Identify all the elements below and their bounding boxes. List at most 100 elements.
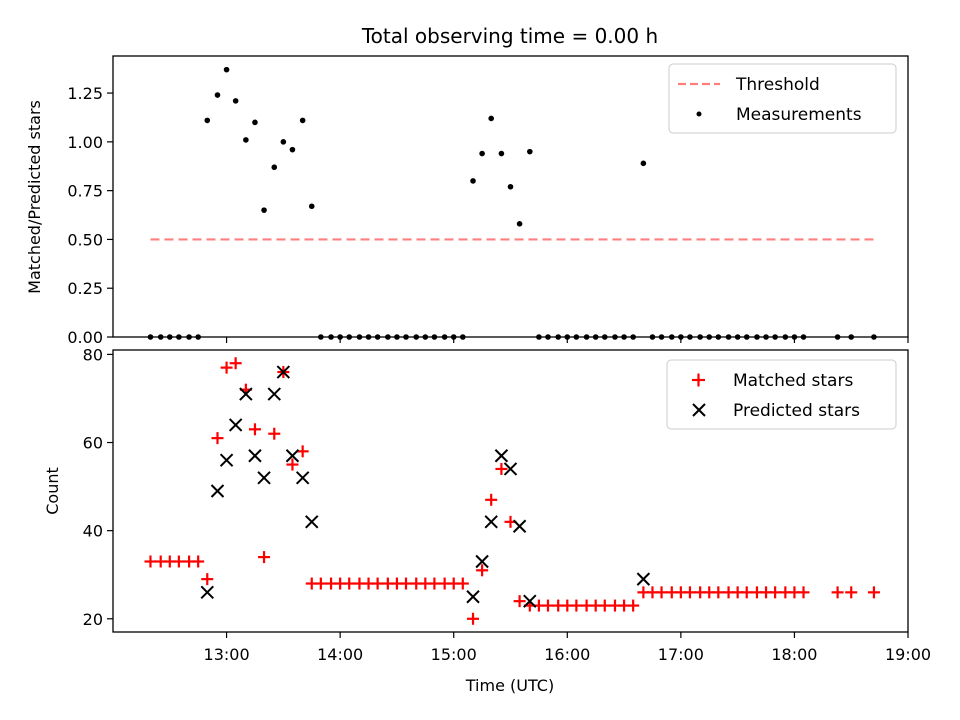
measurement-point	[754, 334, 760, 340]
top-legend: Threshold Measurements	[668, 63, 897, 134]
predicted-star-point	[484, 515, 498, 529]
bottom-xtick-label: 17:00	[658, 645, 704, 664]
measurement-point	[186, 334, 192, 340]
matched-star-point	[314, 577, 327, 590]
bottom-ylabel: Count	[43, 467, 62, 515]
measurement-point	[356, 334, 363, 340]
measurement-point	[583, 334, 590, 340]
predicted-star-point	[466, 590, 480, 604]
matched-star-point	[867, 586, 880, 599]
legend-predicted-label: Predicted stars	[733, 401, 860, 421]
measurement-point	[564, 334, 571, 340]
legend-matched-label: Matched stars	[733, 371, 853, 391]
matched-star-point	[476, 564, 489, 577]
measurement-point	[706, 334, 713, 340]
matched-star-point	[258, 551, 271, 564]
measurement-point	[678, 334, 684, 340]
measurement-point	[725, 334, 732, 340]
bottom-ytick-label: 20	[83, 610, 103, 629]
measurement-point	[394, 334, 400, 340]
matched-star-point	[740, 586, 753, 599]
legend-measurements-marker	[696, 111, 702, 117]
measurement-point	[743, 334, 750, 340]
measurement-point	[431, 334, 438, 340]
measurement-point	[697, 334, 703, 340]
measurement-point	[346, 334, 353, 340]
predicted-star-point	[210, 484, 225, 498]
measurement-point	[261, 207, 267, 213]
predicted-star-point	[475, 554, 489, 569]
matched-star-point	[428, 577, 441, 590]
measurement-point	[630, 334, 636, 340]
predicted-star-point	[276, 365, 291, 379]
top-plot-frame	[112, 55, 909, 338]
matched-star-point	[797, 586, 810, 599]
predicted-star-point	[636, 572, 651, 586]
matched-star-point	[220, 361, 233, 374]
measurement-point	[573, 334, 580, 340]
measurement-point	[640, 160, 647, 167]
measurement-point	[601, 334, 608, 340]
matched-star-point	[248, 423, 261, 436]
bottom-legend-box	[666, 359, 897, 430]
measurement-point	[214, 92, 221, 98]
measurement-point	[413, 334, 420, 340]
matched-star-point	[192, 555, 205, 568]
matched-star-point	[144, 555, 157, 568]
measurement-point	[460, 334, 466, 340]
matched-star-point	[286, 458, 299, 471]
predicted-star-point	[512, 519, 527, 533]
measurement-point	[592, 334, 599, 340]
matched-star-point	[845, 586, 858, 599]
predicted-star-point	[523, 594, 537, 608]
measurement-point	[365, 334, 372, 340]
top-ytick-label: 0.50	[67, 230, 103, 249]
measurement-point	[204, 117, 211, 124]
bottom-legend: Matched stars Predicted stars	[666, 359, 897, 430]
measurement-point	[271, 164, 278, 171]
measurement-point	[621, 334, 627, 340]
chart-title: Total observing time = 0.00 h	[361, 24, 658, 48]
measurement-point	[488, 115, 494, 122]
measurement-point	[668, 334, 675, 340]
measurement-point	[734, 334, 741, 340]
measurement-point	[498, 150, 505, 157]
predicted-star-point	[494, 449, 509, 463]
legend-predicted-marker	[692, 403, 706, 417]
measurement-point	[318, 334, 324, 340]
matched-star-point	[570, 599, 583, 612]
matched-star-point	[467, 612, 480, 625]
measurement-point	[834, 334, 841, 340]
measurement-point	[479, 150, 485, 157]
matched-star-point	[541, 599, 554, 612]
matched-star-point	[229, 357, 242, 370]
matched-star-point	[655, 586, 668, 599]
top-ytick-label: 0.00	[67, 328, 103, 347]
measurement-point	[658, 334, 665, 340]
top-panel: 0.00 0.25 0.50 0.75 1.00 1.25 Matched/Predict…	[25, 55, 909, 347]
matched-star-point	[831, 586, 844, 599]
measurement-point	[289, 146, 296, 153]
bottom-xtick-label: 18:00	[771, 645, 817, 664]
top-ytick-label: 0.25	[67, 279, 103, 298]
matched-star-point	[268, 427, 281, 440]
predicted-star-point	[219, 453, 234, 467]
bottom-ytick-label: 80	[83, 345, 103, 364]
matched-star-point	[296, 445, 309, 458]
matched-star-point	[211, 432, 224, 445]
legend-measurements-label: Measurements	[736, 105, 862, 125]
measurement-point	[441, 334, 448, 340]
measurement-point	[450, 334, 457, 340]
matched-star-point	[201, 573, 214, 586]
measurement-point	[385, 334, 391, 340]
measurement-point	[516, 221, 523, 227]
bottom-xtick-label: 19:00	[885, 645, 931, 664]
measurement-point	[422, 334, 429, 340]
top-ytick-label: 1.00	[67, 133, 103, 152]
measurement-point	[507, 183, 514, 190]
measurement-point	[782, 334, 789, 340]
legend-matched-marker	[692, 373, 705, 387]
predicted-star-point	[503, 462, 518, 476]
measurement-point	[328, 334, 334, 340]
